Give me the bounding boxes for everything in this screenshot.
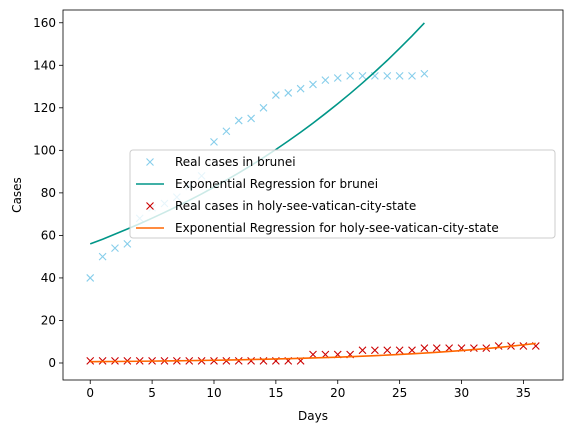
- data-point-0: [358, 72, 367, 80]
- x-tick-label: 20: [330, 386, 345, 400]
- data-point-0: [296, 84, 305, 93]
- data-point-0: [420, 69, 429, 78]
- data-point-2: [519, 342, 528, 350]
- data-point-0: [333, 74, 342, 82]
- x-tick-label: 10: [206, 386, 221, 400]
- data-point-2: [247, 356, 256, 365]
- data-point-0: [111, 244, 119, 253]
- data-point-0: [247, 114, 256, 123]
- data-point-0: [309, 80, 317, 89]
- data-point-0: [346, 72, 355, 80]
- y-tick-label: 120: [33, 101, 56, 115]
- legend-label-2: Real cases in holy-see-vatican-city-stat…: [175, 199, 416, 213]
- data-point-2: [408, 346, 416, 355]
- data-point-0: [234, 116, 243, 125]
- x-axis-label: Days: [298, 409, 328, 423]
- y-axis: 0 20 40 60 80 100 120 140 160: [33, 16, 63, 370]
- data-point-2: [309, 350, 317, 359]
- data-point-2: [395, 346, 404, 355]
- data-point-2: [420, 344, 429, 352]
- data-point-0: [123, 240, 132, 248]
- legend: Real cases in brunei Exponential Regressi…: [129, 149, 556, 239]
- data-point-0: [284, 89, 293, 97]
- data-point-0: [259, 103, 268, 112]
- y-tick-label: 40: [41, 271, 56, 285]
- x-tick-label: 35: [516, 386, 531, 400]
- y-axis-label: Cases: [10, 177, 24, 213]
- data-point-2: [234, 356, 243, 365]
- data-point-2: [222, 356, 231, 365]
- data-point-2: [370, 346, 379, 355]
- y-tick-label: 140: [33, 58, 56, 72]
- legend-label-0: Real cases in brunei: [175, 155, 296, 169]
- data-point-0: [98, 252, 107, 261]
- y-tick-label: 100: [33, 143, 56, 157]
- legend-label-3: Exponential Regression for holy-see-vati…: [175, 221, 499, 235]
- data-point-2: [383, 346, 392, 355]
- data-point-2: [432, 344, 441, 352]
- y-tick-label: 60: [41, 228, 56, 242]
- x-tick-label: 5: [148, 386, 156, 400]
- data-point-2: [86, 356, 95, 365]
- y-tick-label: 160: [33, 16, 56, 30]
- legend-label-1: Exponential Regression for brunei: [175, 177, 378, 191]
- data-point-0: [86, 274, 95, 282]
- data-point-0: [222, 127, 231, 136]
- x-tick-label: 0: [86, 386, 94, 400]
- data-point-2: [358, 346, 367, 355]
- series-line-3: [90, 342, 536, 363]
- y-tick-label: 20: [41, 313, 56, 327]
- x-tick-label: 15: [268, 386, 283, 400]
- y-tick-label: 0: [48, 356, 56, 370]
- y-tick-label: 80: [41, 186, 56, 200]
- data-point-0: [395, 72, 404, 80]
- data-point-0: [321, 76, 330, 85]
- data-point-0: [271, 91, 280, 99]
- data-point-2: [445, 344, 454, 352]
- legend-box: [129, 149, 556, 239]
- data-point-0: [383, 72, 392, 80]
- x-axis: 0 5 10 15 20 25 30 35: [86, 380, 531, 400]
- data-point-0: [408, 72, 416, 80]
- x-tick-label: 30: [454, 386, 469, 400]
- legend-handle-2: [146, 202, 154, 210]
- data-point-0: [210, 137, 218, 146]
- x-tick-label: 25: [392, 386, 407, 400]
- legend-handle-0: [146, 158, 154, 166]
